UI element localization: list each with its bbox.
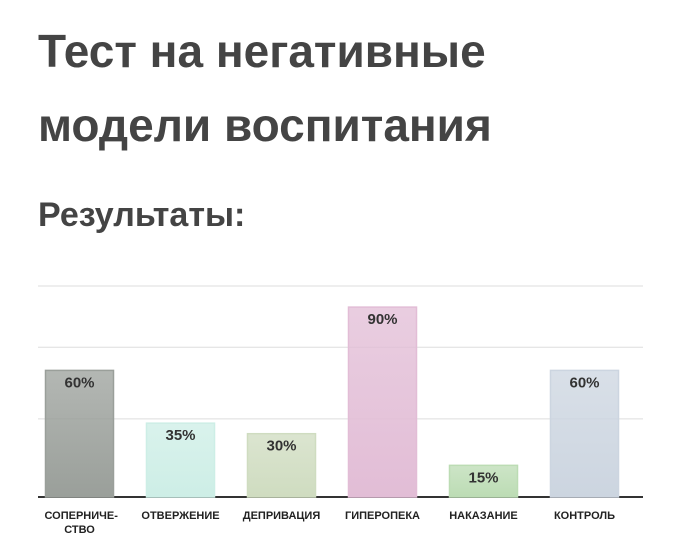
value-label: 30%: [266, 438, 296, 455]
value-label: 90%: [367, 311, 397, 328]
value-label: 60%: [64, 374, 94, 391]
value-label: 35%: [165, 427, 195, 444]
x-tick-label: КОНТРОЛЬ: [553, 510, 616, 522]
subtitle: Результаты:: [38, 196, 246, 234]
title: Тест на негативные модели воспитания: [38, 25, 492, 151]
x-tick-label: СОПЕРНИЧЕ-СТВО: [44, 510, 118, 536]
bar: [549, 369, 620, 498]
x-tick-label: ОТВЕРЖЕНИЕ: [141, 510, 220, 522]
x-tick-label: ГИПЕРОПЕКА: [344, 510, 421, 522]
bar: [145, 422, 216, 498]
value-label: 15%: [468, 469, 498, 486]
bar: [44, 369, 115, 498]
x-tick-label: НАКАЗАНИЕ: [449, 510, 518, 522]
bar: [347, 306, 418, 498]
bar: [246, 432, 317, 498]
bar: [448, 464, 519, 498]
value-label: 60%: [569, 374, 599, 391]
x-tick-label: ДЕПРИВАЦИЯ: [242, 510, 321, 522]
